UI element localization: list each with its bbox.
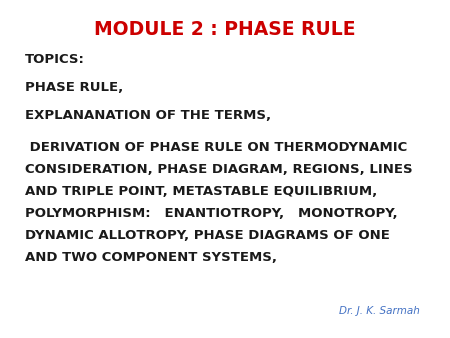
Text: DERIVATION OF PHASE RULE ON THERMODYNAMIC: DERIVATION OF PHASE RULE ON THERMODYNAMI… bbox=[25, 141, 407, 154]
Text: TOPICS:: TOPICS: bbox=[25, 53, 85, 66]
Text: Dr. J. K. Sarmah: Dr. J. K. Sarmah bbox=[339, 306, 420, 316]
Text: PHASE RULE,: PHASE RULE, bbox=[25, 81, 123, 94]
Text: POLYMORPHISM:   ENANTIOTROPY,   MONOTROPY,: POLYMORPHISM: ENANTIOTROPY, MONOTROPY, bbox=[25, 207, 397, 220]
Text: EXPLANANATION OF THE TERMS,: EXPLANANATION OF THE TERMS, bbox=[25, 109, 271, 122]
Text: AND TRIPLE POINT, METASTABLE EQUILIBRIUM,: AND TRIPLE POINT, METASTABLE EQUILIBRIUM… bbox=[25, 185, 377, 198]
Text: CONSIDERATION, PHASE DIAGRAM, REGIONS, LINES: CONSIDERATION, PHASE DIAGRAM, REGIONS, L… bbox=[25, 163, 412, 176]
Text: DYNAMIC ALLOTROPY, PHASE DIAGRAMS OF ONE: DYNAMIC ALLOTROPY, PHASE DIAGRAMS OF ONE bbox=[25, 229, 390, 242]
Text: MODULE 2 : PHASE RULE: MODULE 2 : PHASE RULE bbox=[94, 20, 356, 39]
Text: AND TWO COMPONENT SYSTEMS,: AND TWO COMPONENT SYSTEMS, bbox=[25, 251, 277, 264]
